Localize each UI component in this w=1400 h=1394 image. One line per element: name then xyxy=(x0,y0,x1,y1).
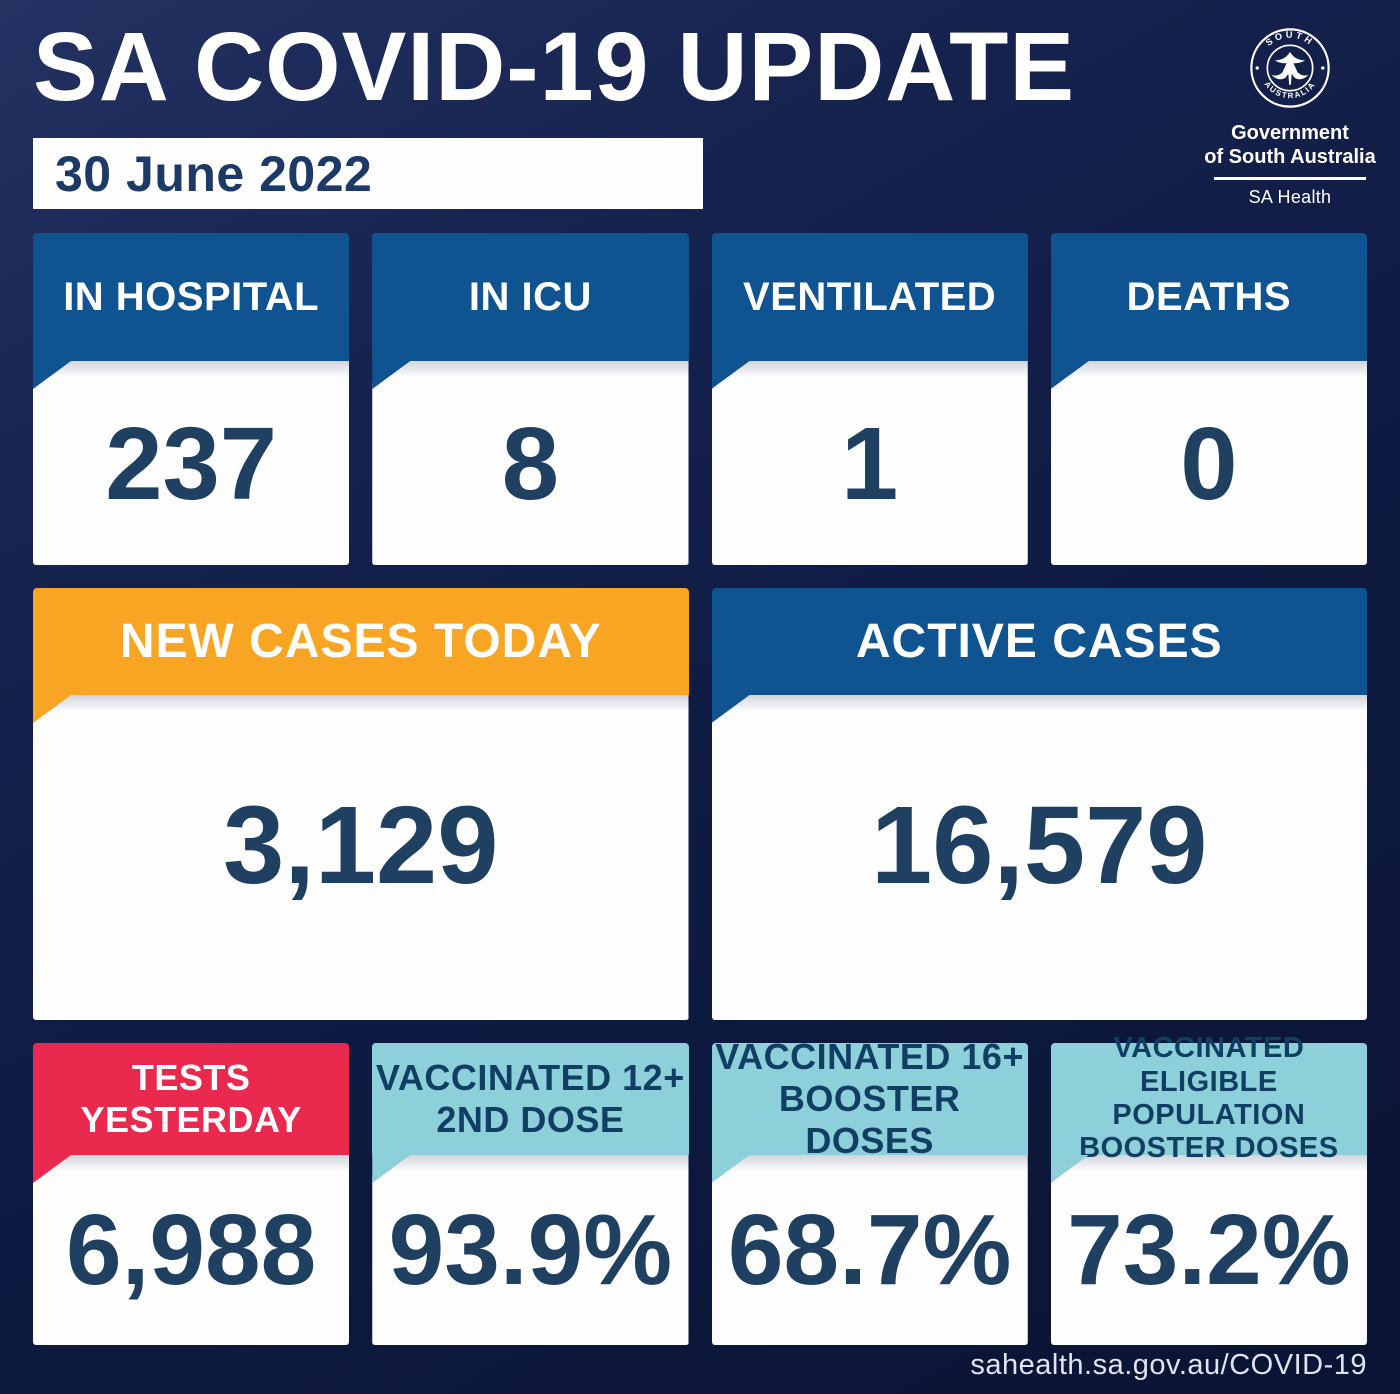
card-value: 1 xyxy=(840,405,899,521)
card-header: TESTS YESTERDAY xyxy=(33,1043,350,1155)
stat-card-ventilated: VENTILATED 1 xyxy=(711,233,1028,565)
card-body: 73.2% xyxy=(1050,1155,1367,1345)
card-label: ACTIVE CASES xyxy=(855,615,1223,668)
card-label: NEW CASES TODAY xyxy=(119,615,602,668)
cases-stats-row: NEW CASES TODAY 3,129 ACTIVE CASES 16,57… xyxy=(33,588,1367,1020)
card-header: VACCINATED ELIGIBLE POPULATION BOOSTER D… xyxy=(1050,1032,1367,1164)
card-header: VENTILATED xyxy=(711,233,1028,361)
tests-vaccination-row: TESTS YESTERDAY 6,988 VACCINATED 12+ 2ND… xyxy=(33,1032,1367,1345)
card-label-line: VACCINATED 12+ xyxy=(376,1056,685,1098)
logo-sa-health-label: SA Health xyxy=(1248,187,1332,208)
card-value: 68.7% xyxy=(727,1194,1012,1306)
sa-government-seal-icon: SOUTH AUSTRALIA xyxy=(1250,28,1330,108)
footer-url: sahealth.sa.gov.au/COVID-19 xyxy=(970,1349,1367,1381)
logo-divider xyxy=(1214,177,1366,181)
card-value: 93.9% xyxy=(388,1194,673,1306)
card-label-line: YESTERDAY xyxy=(80,1099,302,1140)
card-value: 3,129 xyxy=(223,783,499,907)
card-header: ACTIVE CASES xyxy=(711,588,1367,695)
card-body: 68.7% xyxy=(711,1155,1028,1345)
card-value: 6,988 xyxy=(66,1194,317,1306)
card-body: 3,129 xyxy=(33,695,689,1020)
stat-card-active-cases: ACTIVE CASES 16,579 xyxy=(711,588,1367,1020)
card-value: 237 xyxy=(105,405,278,521)
stat-card-vaccinated-12-2nd-dose: VACCINATED 12+ 2ND DOSE 93.9% xyxy=(372,1043,689,1345)
card-label-line: VACCINATED xyxy=(1113,1032,1305,1065)
card-body: 16,579 xyxy=(711,695,1367,1020)
stat-card-vaccinated-eligible-booster: VACCINATED ELIGIBLE POPULATION BOOSTER D… xyxy=(1050,1032,1367,1345)
card-header: DEATHS xyxy=(1050,233,1367,361)
card-label: IN HOSPITAL xyxy=(63,274,320,319)
stat-card-in-icu: IN ICU 8 xyxy=(372,233,689,565)
card-value: 0 xyxy=(1180,405,1238,521)
card-body: 1 xyxy=(711,361,1028,565)
stat-card-new-cases: NEW CASES TODAY 3,129 xyxy=(33,588,689,1020)
card-header: NEW CASES TODAY xyxy=(33,588,689,695)
card-label-line: TESTS xyxy=(131,1056,251,1098)
card-header: IN HOSPITAL xyxy=(33,233,350,361)
page-title: SA COVID-19 UPDATE xyxy=(33,12,1076,121)
card-label-line: VACCINATED 16+ xyxy=(715,1035,1024,1077)
card-label-line: BOOSTER DOSES xyxy=(778,1077,961,1162)
card-body: 6,988 xyxy=(33,1155,350,1345)
card-body: 0 xyxy=(1050,361,1367,565)
card-value: 73.2% xyxy=(1067,1194,1351,1306)
card-header: VACCINATED 16+ BOOSTER DOSES xyxy=(711,1036,1028,1161)
date-text: 30 June 2022 xyxy=(55,145,373,202)
card-label-line: ELIGIBLE POPULATION xyxy=(1112,1065,1306,1131)
card-body: 237 xyxy=(33,361,350,565)
card-header: IN ICU xyxy=(372,233,689,361)
date-banner: 30 June 2022 xyxy=(33,138,703,209)
stat-card-tests-yesterday: TESTS YESTERDAY 6,988 xyxy=(33,1043,350,1345)
card-label-line: BOOSTER DOSES xyxy=(1079,1132,1339,1165)
card-value: 8 xyxy=(501,405,560,521)
stat-card-in-hospital: IN HOSPITAL 237 xyxy=(33,233,350,565)
stat-card-deaths: DEATHS 0 xyxy=(1050,233,1367,565)
card-label-line: 2ND DOSE xyxy=(436,1099,625,1140)
card-value: 16,579 xyxy=(871,783,1208,907)
logo-government-line2: of South Australia xyxy=(1204,145,1376,168)
stat-card-vaccinated-16-booster: VACCINATED 16+ BOOSTER DOSES 68.7% xyxy=(711,1036,1028,1345)
card-label: DEATHS xyxy=(1126,274,1292,319)
card-label: VENTILATED xyxy=(743,274,997,319)
logo-government-line1: Government xyxy=(1231,122,1349,144)
card-body: 93.9% xyxy=(372,1155,689,1345)
card-body: 8 xyxy=(372,361,689,565)
card-label: IN ICU xyxy=(468,274,592,319)
hospital-stats-row: IN HOSPITAL 237 IN ICU 8 VENTILATED 1 xyxy=(33,233,1367,565)
card-header: VACCINATED 12+ 2ND DOSE xyxy=(372,1043,689,1155)
government-logo: SOUTH AUSTRALIA Government of South Aust… xyxy=(1195,26,1385,208)
